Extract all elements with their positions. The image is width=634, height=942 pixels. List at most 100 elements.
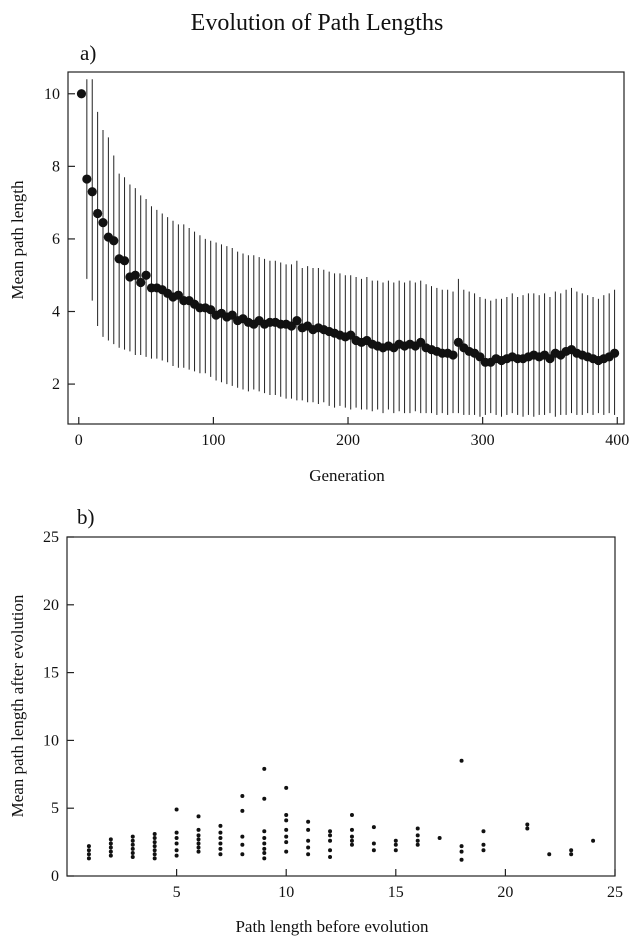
data-point <box>152 852 157 857</box>
data-point <box>196 849 201 854</box>
data-point <box>218 836 223 841</box>
data-point <box>569 848 574 853</box>
data-point <box>415 826 420 831</box>
panel-b-points <box>86 758 596 862</box>
data-point <box>328 838 333 843</box>
data-point <box>328 848 333 853</box>
panel-a-x-tick-label: 200 <box>336 432 360 449</box>
panel-a-y-tick-label: 8 <box>52 158 60 175</box>
data-point <box>82 174 92 184</box>
data-point <box>130 850 135 855</box>
data-point <box>152 848 157 853</box>
data-point <box>240 834 245 839</box>
panel-a-y-tick-label: 2 <box>52 376 60 393</box>
data-point <box>108 845 113 850</box>
panel-a-x-tick-label: 100 <box>201 432 225 449</box>
data-point <box>437 836 442 841</box>
data-point <box>174 830 179 835</box>
data-point <box>459 849 464 854</box>
data-point <box>174 848 179 853</box>
data-point <box>547 852 552 857</box>
data-point <box>262 829 267 834</box>
panel-a-y-tick-label: 6 <box>52 231 60 248</box>
data-point <box>87 187 97 197</box>
data-point <box>240 793 245 798</box>
data-point <box>525 826 530 831</box>
panel-b-x-tick-label: 15 <box>388 884 404 901</box>
data-point <box>109 236 119 246</box>
data-point <box>152 856 157 861</box>
data-point <box>130 270 140 280</box>
data-point <box>76 89 87 99</box>
panel-b-y-tick-label: 10 <box>43 732 59 749</box>
data-point <box>415 838 420 843</box>
data-point <box>481 848 486 853</box>
panel-b-frame <box>66 536 616 877</box>
data-point <box>218 823 223 828</box>
panel-b-ylabel: Mean path length after evolution <box>8 594 27 817</box>
data-point <box>292 315 302 326</box>
data-point <box>196 814 201 819</box>
data-point <box>240 842 245 847</box>
panel-b-x-tick-label: 10 <box>278 884 294 901</box>
panel-b-y-tick-label: 5 <box>51 800 59 817</box>
data-point <box>240 808 245 813</box>
data-point <box>371 825 376 830</box>
panel-b-y-tick-label: 0 <box>51 868 59 885</box>
panel-a-y-tick-label: 4 <box>52 304 60 321</box>
data-point <box>328 833 333 838</box>
panel-b-ticks: 5 10 15 20 25 0 5 10 15 20 25 <box>43 529 623 901</box>
panel-a: a) 0 100 200 300 400 2 4 6 8 10 Generation Mean p… <box>8 41 629 485</box>
panel-a-x-tick-label: 0 <box>75 432 83 449</box>
data-point <box>152 844 157 849</box>
data-point <box>349 827 354 832</box>
data-point <box>240 852 245 857</box>
data-point <box>174 807 179 812</box>
data-point <box>130 838 135 843</box>
data-point <box>130 842 135 847</box>
panel-a-ylabel: Mean path length <box>8 180 27 299</box>
panel-a-error-bars <box>86 79 616 417</box>
data-point <box>93 208 103 219</box>
data-point <box>262 850 267 855</box>
data-point <box>152 840 157 845</box>
data-point <box>218 830 223 835</box>
data-point <box>284 849 289 854</box>
figure-title: Evolution of Path Lengths <box>191 10 444 36</box>
data-point <box>262 796 267 801</box>
data-point <box>262 766 267 771</box>
panel-b: b) 5 10 15 20 25 0 5 10 15 20 25 Path length befor… <box>8 505 623 936</box>
data-point <box>349 834 354 839</box>
data-point <box>349 838 354 843</box>
data-point <box>218 852 223 857</box>
data-point <box>306 838 311 843</box>
data-point <box>448 350 458 360</box>
data-point <box>393 838 398 843</box>
data-point <box>459 758 464 763</box>
data-point <box>262 846 267 851</box>
data-point <box>306 819 311 824</box>
data-point <box>86 856 91 861</box>
data-point <box>108 849 113 854</box>
data-point <box>262 856 267 861</box>
data-point <box>481 829 486 834</box>
data-point <box>119 256 130 266</box>
data-point <box>218 841 223 846</box>
data-point <box>174 841 179 846</box>
data-point <box>196 833 201 838</box>
data-point <box>196 845 201 850</box>
panel-a-ticks: 0 100 200 300 400 2 4 6 8 10 <box>44 86 629 449</box>
data-point <box>130 846 135 851</box>
data-point <box>459 857 464 862</box>
panel-a-label: a) <box>80 41 96 65</box>
data-point <box>136 277 146 288</box>
data-point <box>525 822 530 827</box>
data-point <box>284 818 289 823</box>
data-point <box>349 812 354 817</box>
data-point <box>108 853 113 858</box>
panel-a-x-tick-label: 400 <box>605 432 629 449</box>
data-point <box>328 855 333 860</box>
panel-b-y-tick-label: 25 <box>43 529 59 546</box>
data-point <box>196 827 201 832</box>
